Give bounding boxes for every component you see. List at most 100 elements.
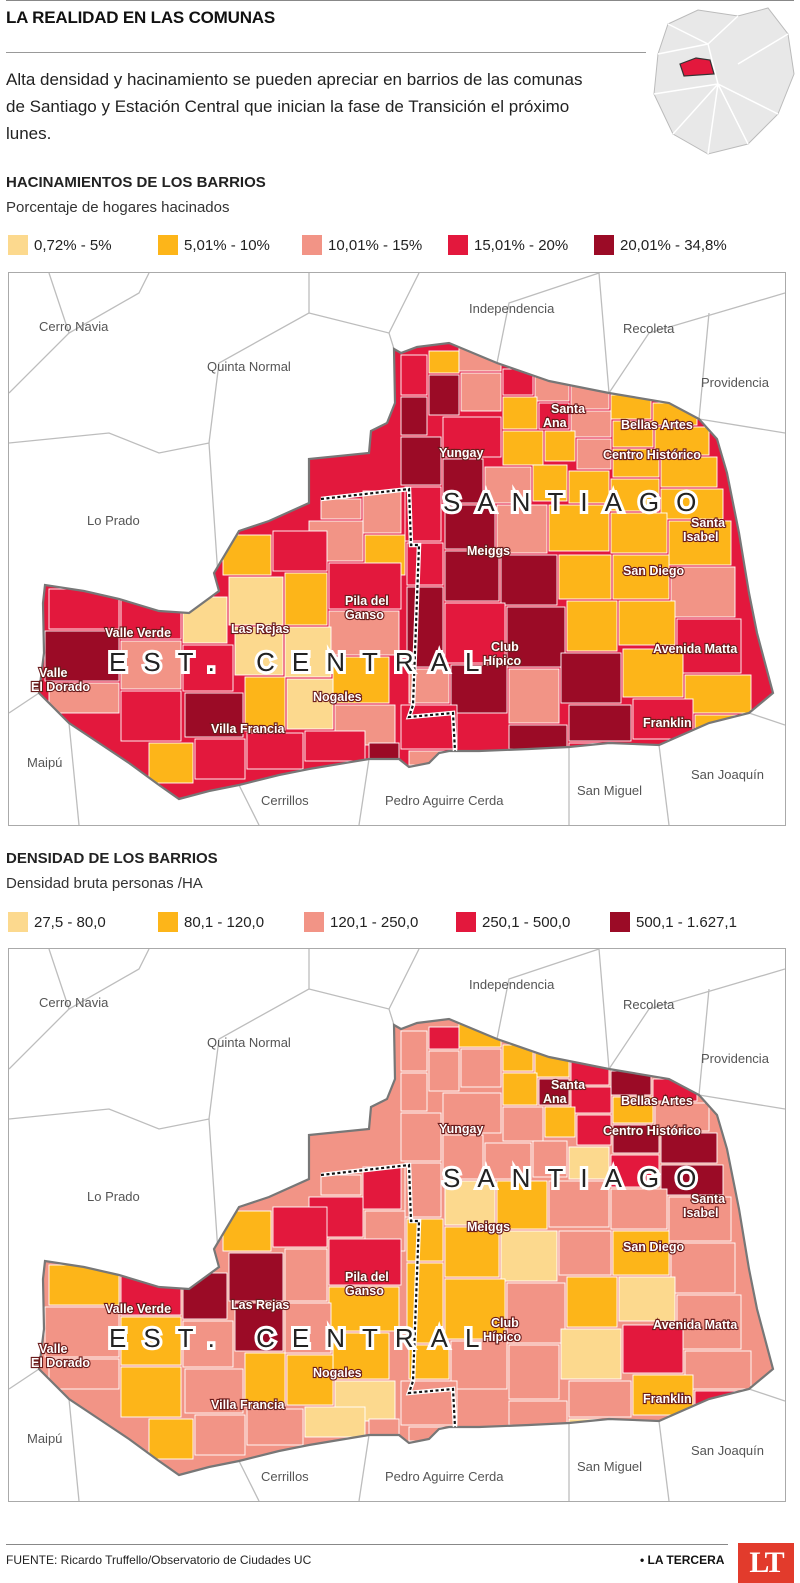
barrio-block: [668, 520, 732, 566]
comuna-boundary: [9, 273, 150, 394]
legend-item: 20,01% - 34,8%: [594, 235, 727, 255]
comuna-label: Pedro Aguirre Cerda: [385, 793, 504, 808]
comuna-boundary: [358, 1434, 370, 1501]
barrio-block: [194, 738, 246, 780]
barrio-block: [272, 530, 328, 572]
comuna-label: Cerro Navia: [39, 995, 109, 1010]
barrio-block: [622, 1324, 684, 1374]
comuna-label: San Miguel: [577, 1459, 642, 1474]
barrio-block: [444, 602, 506, 664]
barrio-label: Santa Isabel: [683, 1192, 726, 1220]
locator-map: [653, 7, 795, 155]
map2-title: DENSIDAD DE LOS BARRIOS: [6, 850, 218, 867]
barrio-label: Nogales: [313, 690, 362, 704]
barrio-block: [500, 1230, 558, 1282]
barrio-block: [544, 430, 576, 462]
barrio-block: [508, 724, 568, 750]
barrio-block: [484, 466, 532, 504]
comuna-boundary: [658, 1420, 670, 1501]
barrio-label: Santa Ana: [543, 402, 586, 430]
barrio-block: [442, 416, 502, 458]
barrio-block: [660, 456, 718, 488]
barrio-block: [660, 1132, 718, 1164]
barrio-block: [320, 498, 362, 520]
comuna-label: Providencia: [701, 1051, 770, 1066]
barrio-block: [502, 1072, 538, 1106]
barrio-block: [612, 448, 660, 478]
legend-item: 10,01% - 15%: [302, 235, 422, 255]
barrio-block: [460, 372, 502, 412]
barrio-block: [670, 1242, 736, 1294]
barrio-block: [428, 350, 460, 374]
barrio-block: [120, 640, 182, 690]
barrio-label: Centro Histórico: [603, 1124, 701, 1138]
barrio-label: Valle El Dorado: [31, 1342, 90, 1370]
comuna-label: Independencia: [469, 301, 555, 316]
barrio-block: [304, 730, 366, 762]
barrio-block: [610, 1154, 660, 1188]
barrio-block: [538, 402, 570, 430]
comuna-label: Cerrillos: [261, 1469, 309, 1484]
barrio-block: [272, 1206, 328, 1248]
legend-item: 500,1 - 1.627,1: [610, 912, 737, 932]
comuna-boundary: [748, 1388, 785, 1402]
barrio-label: Franklin: [643, 1392, 692, 1406]
barrio-block: [362, 1166, 402, 1210]
barrio-block: [328, 1238, 402, 1286]
barrio-block: [610, 512, 668, 554]
barrio-block: [532, 1140, 568, 1178]
barrio-block: [568, 1146, 610, 1180]
barrio-block: [576, 1114, 612, 1146]
barrio-block: [400, 396, 428, 436]
barrio-block: [400, 354, 428, 396]
barrio-block: [502, 1106, 544, 1142]
barrio-block: [660, 488, 724, 520]
barrio-block: [558, 1230, 612, 1276]
comuna-label: Cerrillos: [261, 793, 309, 808]
barrio-label: Pila del Ganso: [345, 1270, 389, 1298]
top-rule: [6, 0, 794, 1]
brand-name: • LA TERCERA: [640, 1553, 725, 1567]
comuna-boundary: [698, 312, 710, 420]
barrio-block: [182, 1272, 228, 1320]
comuna-boundary: [598, 273, 610, 394]
barrio-block: [612, 1096, 654, 1124]
comuna-boundary: [698, 418, 785, 434]
barrio-label: Valle El Dorado: [31, 666, 90, 694]
barrio-block: [502, 396, 538, 430]
comuna-boundary: [238, 784, 260, 825]
barrio-label: Las Rejas: [231, 1298, 289, 1312]
comuna-boundary: [308, 988, 395, 1026]
barrio-block: [184, 1368, 244, 1414]
barrio-block: [222, 534, 272, 576]
barrio-block: [444, 550, 500, 602]
brand-logo: LT: [738, 1543, 794, 1583]
barrio-block: [670, 566, 736, 618]
barrio-block: [120, 690, 182, 742]
barrio-label: Villa Francia: [211, 722, 285, 736]
barrio-block: [450, 1340, 508, 1390]
barrio-block: [48, 682, 120, 714]
map1-title: HACINAMIENTOS DE LOS BARRIOS: [6, 174, 266, 191]
comuna-boundary: [608, 968, 785, 1070]
barrio-block: [428, 374, 460, 416]
map-hacinamiento: Cerro Navia Quinta Normal Independencia Rec…: [8, 272, 786, 826]
barrio-label: Avenida Matta: [653, 642, 738, 656]
barrio-block: [508, 1344, 560, 1400]
comuna-label: Pedro Aguirre Cerda: [385, 1469, 504, 1484]
barrio-block: [284, 1248, 328, 1302]
barrio-block: [560, 652, 622, 704]
barrio-block: [558, 554, 612, 600]
barrio-label: Meiggs: [467, 544, 510, 558]
comuna-label: Lo Prado: [87, 1189, 140, 1204]
comuna-label: Recoleta: [623, 997, 675, 1012]
barrio-block: [184, 692, 244, 738]
comuna-label: Recoleta: [623, 321, 675, 336]
barrio-block: [544, 1106, 576, 1138]
barrio-label: Meiggs: [467, 1220, 510, 1234]
study-area-outline: [37, 341, 775, 801]
comuna-label: Maipú: [27, 1431, 62, 1446]
barrio-block: [234, 626, 284, 676]
comuna-boundary: [358, 758, 370, 825]
barrio-block: [610, 1188, 668, 1230]
